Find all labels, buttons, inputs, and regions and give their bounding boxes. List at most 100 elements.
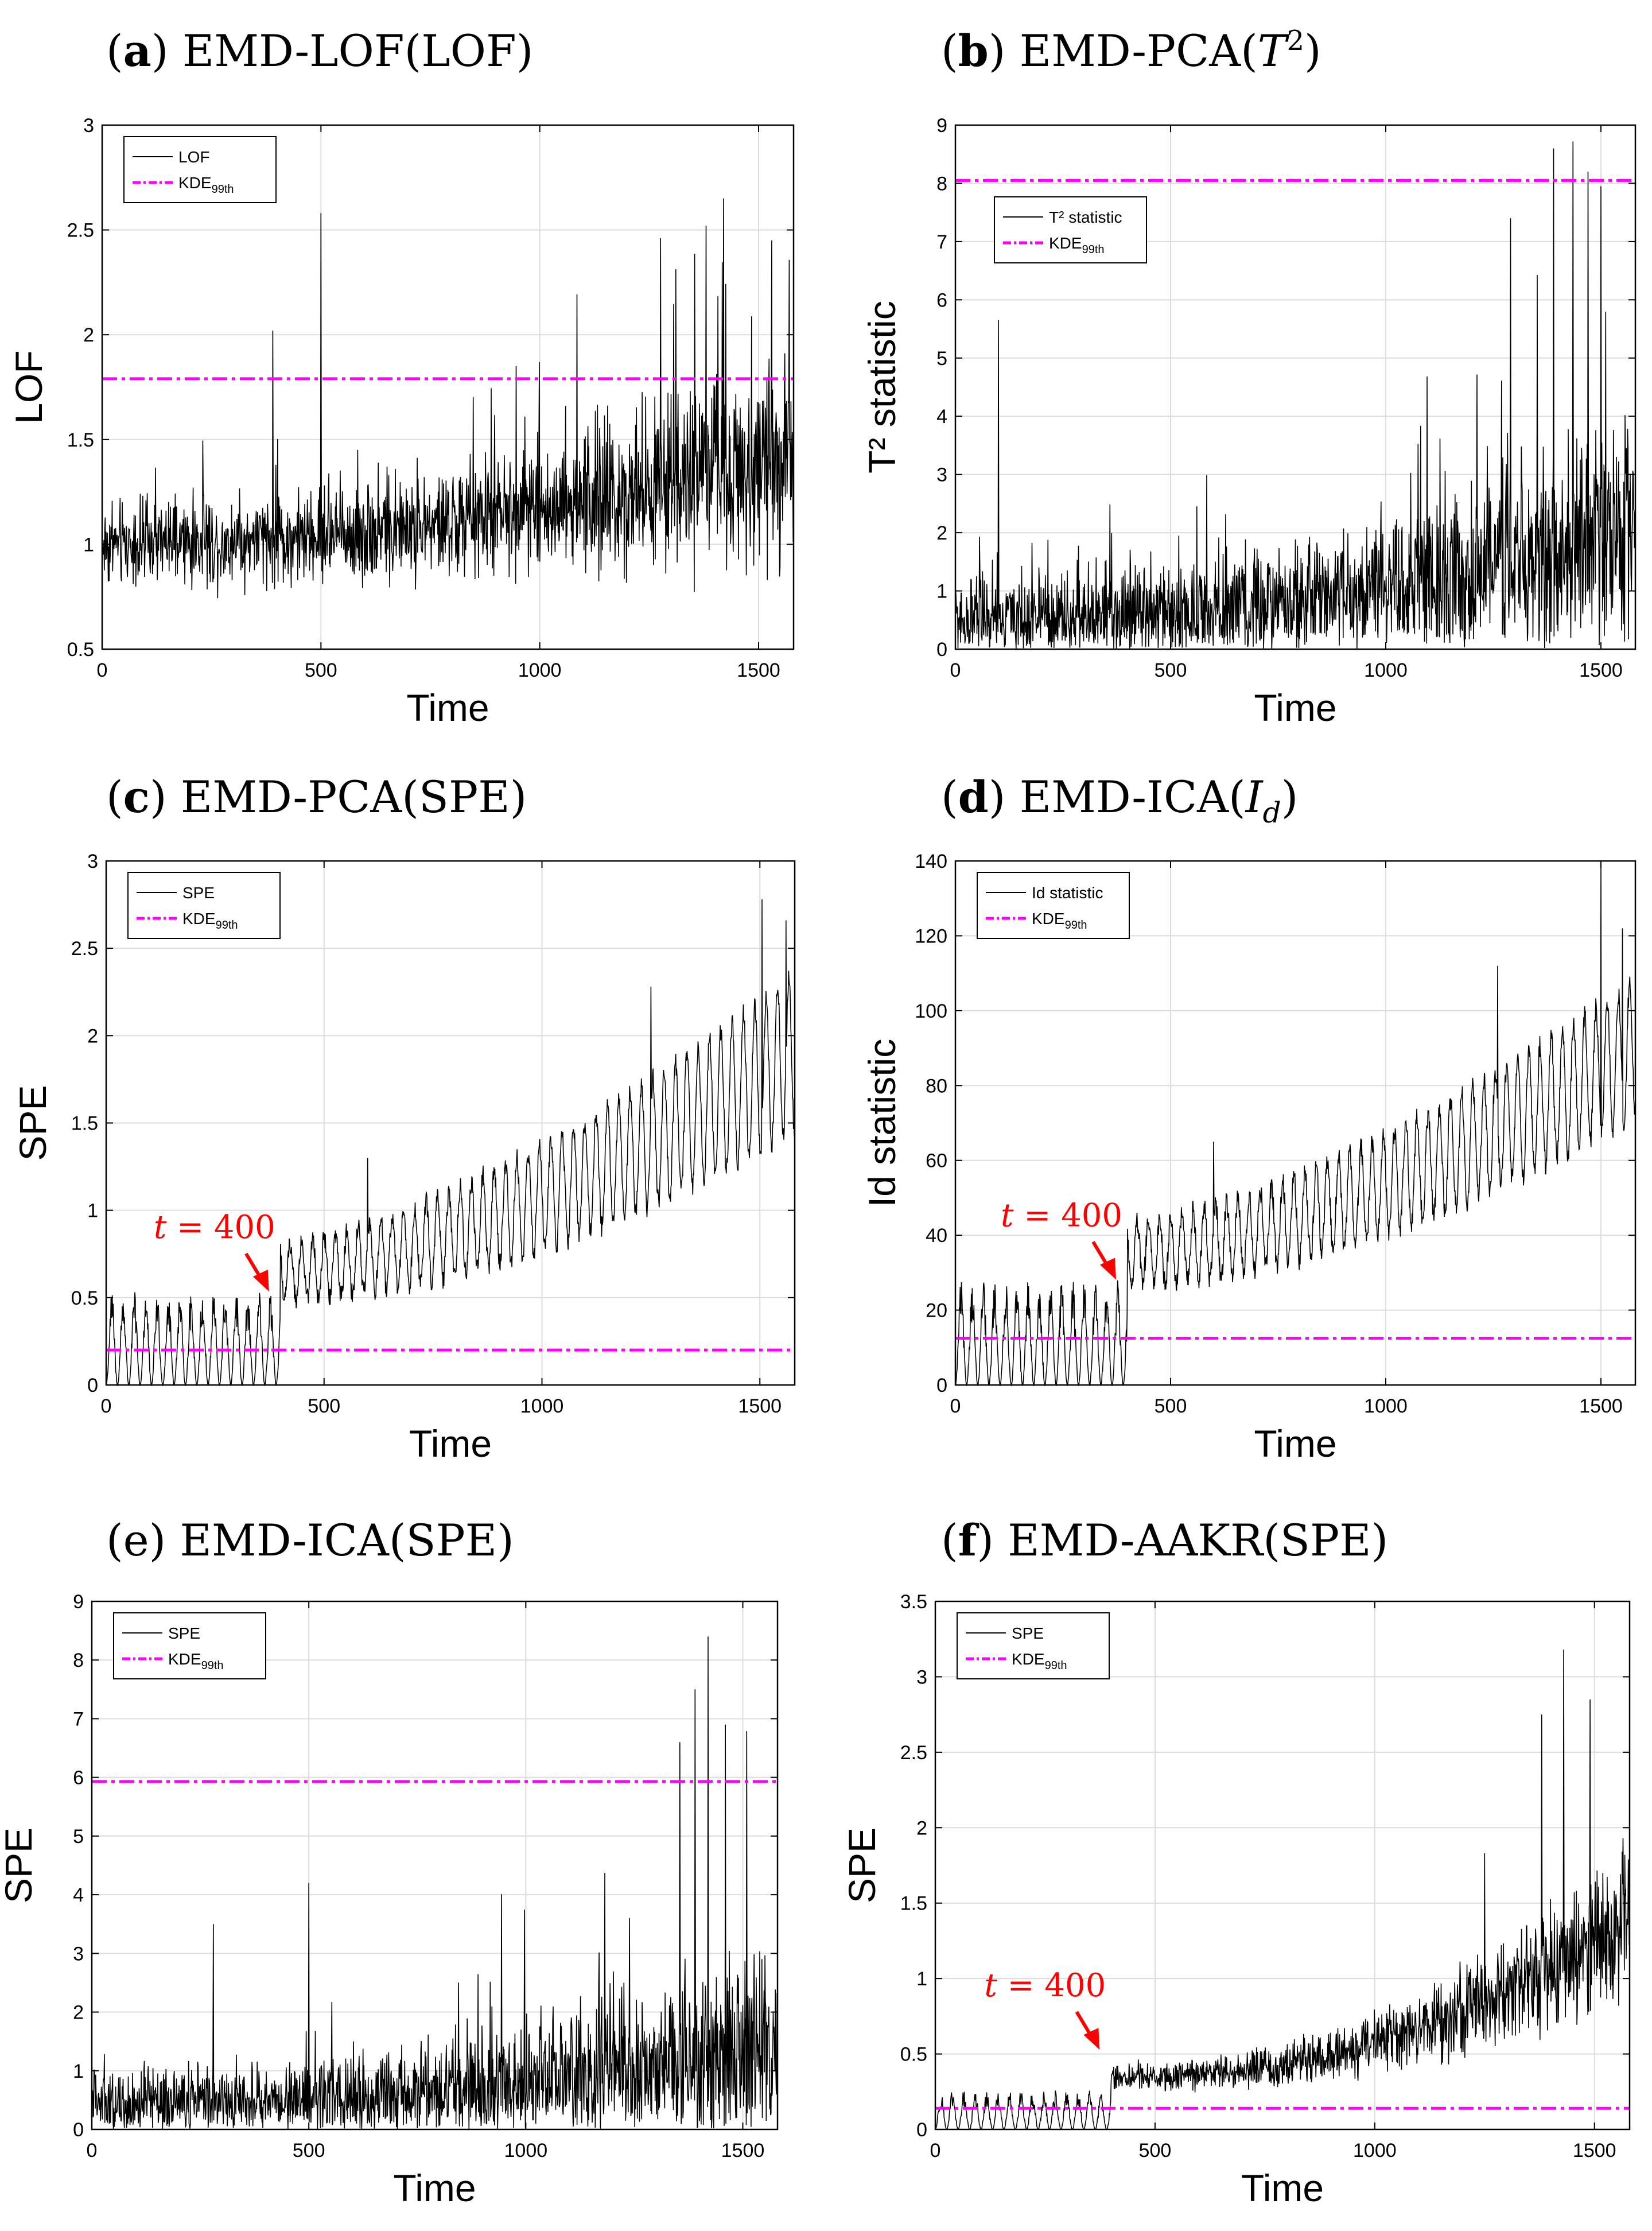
legend-series-label: T² statistic bbox=[1049, 208, 1122, 226]
legend-b: T² statistic KDE99th bbox=[994, 196, 1147, 263]
panel-title-e: (e) EMD-ICA(SPE) bbox=[106, 1515, 514, 1566]
x-tick-label: 1500 bbox=[738, 1395, 782, 1417]
x-tick-label: 0 bbox=[950, 659, 961, 681]
annotation-arrow-head bbox=[252, 1270, 269, 1292]
plot-frame bbox=[91, 1600, 779, 2131]
panel-title-b: (b) EMD-PCA(T2) bbox=[941, 25, 1321, 76]
x-tick-label: 1500 bbox=[1579, 659, 1623, 681]
annotation-arrow-head bbox=[1100, 1258, 1116, 1280]
series-line-a bbox=[102, 198, 794, 599]
x-tick-label: 1000 bbox=[504, 2140, 548, 2162]
y-tick-label: 2 bbox=[73, 2002, 84, 2024]
y-tick-label: 9 bbox=[73, 1591, 84, 1613]
series-line-c bbox=[106, 899, 795, 1387]
y-tick-label: 1.5 bbox=[71, 1113, 98, 1135]
x-tick-label: 1000 bbox=[1364, 1395, 1408, 1417]
legend-e: SPE KDE99th bbox=[113, 1612, 266, 1679]
x-axis-label: Time bbox=[1254, 1422, 1336, 1465]
y-tick-label: 1 bbox=[83, 534, 94, 556]
y-tick-label: 2.5 bbox=[900, 1742, 927, 1764]
y-tick-label: 2.5 bbox=[71, 938, 98, 960]
x-tick-label: 500 bbox=[1155, 1395, 1187, 1417]
x-tick-label: 0 bbox=[97, 659, 108, 681]
legend-threshold-label: KDE99th bbox=[182, 910, 238, 932]
legend-threshold-label: KDE99th bbox=[178, 174, 234, 196]
x-tick-label: 1500 bbox=[721, 2140, 765, 2162]
legend-series-label: SPE bbox=[168, 1624, 200, 1642]
series-line-d bbox=[955, 864, 1636, 1387]
legend-d: Id statistic KDE99th bbox=[977, 872, 1130, 939]
plot-frame bbox=[934, 1600, 1631, 2131]
legend-threshold-label: KDE99th bbox=[1012, 1650, 1067, 1672]
y-tick-label: 0.5 bbox=[67, 639, 94, 661]
y-tick-label: 2 bbox=[916, 1817, 927, 1839]
x-tick-label: 500 bbox=[293, 2140, 325, 2162]
legend-series-label: Id statistic bbox=[1032, 884, 1103, 902]
x-tick-label: 1000 bbox=[518, 659, 562, 681]
x-tick-label: 0 bbox=[950, 1395, 961, 1417]
y-tick-label: 1.5 bbox=[900, 1893, 927, 1915]
panel-title-d: (d) EMD-ICA(Id) bbox=[941, 771, 1298, 829]
x-tick-label: 500 bbox=[308, 1395, 340, 1417]
y-tick-label: 140 bbox=[915, 851, 947, 872]
legend-box bbox=[127, 872, 281, 939]
y-tick-label: 5 bbox=[73, 1826, 84, 1848]
y-axis-label: SPE bbox=[11, 1085, 54, 1161]
y-tick-label: 3 bbox=[87, 851, 98, 872]
legend-threshold-label: KDE99th bbox=[168, 1650, 224, 1672]
x-tick-label: 1000 bbox=[1353, 2140, 1397, 2162]
panel-a: (a) EMD-LOF(LOF) 0 500 1000 1500 0.5 1 1.5 2 2.5 3… bbox=[7, 25, 795, 729]
y-tick-label: 0 bbox=[87, 1375, 98, 1396]
x-axis-label: Time bbox=[406, 686, 489, 729]
x-axis-label: Time bbox=[1241, 2167, 1324, 2209]
y-tick-label: 5 bbox=[936, 348, 947, 370]
y-tick-label: 0.5 bbox=[71, 1287, 98, 1309]
y-tick-label: 0 bbox=[936, 639, 947, 661]
y-tick-label: 0 bbox=[916, 2119, 927, 2141]
y-tick-label: 2 bbox=[936, 522, 947, 544]
panel-d: (d) EMD-ICA(Id) 0 500 1000 1500 0 20 40 60 80 100 1… bbox=[861, 771, 1637, 1465]
y-tick-label: 6 bbox=[936, 289, 947, 311]
y-tick-label: 6 bbox=[73, 1767, 84, 1789]
panel-f: (f) EMD-AAKR(SPE) 0 500 1000 1500 0 0.5 1 1.5 2 2.… bbox=[841, 1515, 1631, 2209]
legend-box bbox=[957, 1612, 1110, 1679]
y-tick-label: 2.5 bbox=[67, 220, 94, 242]
legend-a: LOF KDE99th bbox=[123, 136, 277, 203]
y-tick-label: 0 bbox=[936, 1375, 947, 1396]
y-tick-label: 3 bbox=[83, 115, 94, 137]
y-tick-label: 7 bbox=[73, 1708, 84, 1730]
panel-title-c: (c) EMD-PCA(SPE) bbox=[106, 771, 527, 822]
y-tick-label: 9 bbox=[936, 115, 947, 137]
y-tick-label: 1 bbox=[936, 581, 947, 603]
y-tick-label: 4 bbox=[936, 406, 947, 428]
x-axis-label: Time bbox=[1254, 686, 1336, 729]
legend-f: SPE KDE99th bbox=[957, 1612, 1110, 1679]
y-axis-label: LOF bbox=[7, 350, 50, 424]
y-tick-label: 1 bbox=[73, 2061, 84, 2082]
x-tick-label: 1500 bbox=[1579, 1395, 1623, 1417]
x-tick-label: 1000 bbox=[1364, 659, 1408, 681]
y-tick-label: 0 bbox=[73, 2119, 84, 2141]
plot-frame bbox=[954, 124, 1637, 650]
y-tick-label: 8 bbox=[936, 173, 947, 195]
plot-frame bbox=[101, 124, 795, 650]
x-axis-label: Time bbox=[393, 2167, 476, 2209]
y-axis-label: Id statistic bbox=[861, 1039, 903, 1207]
panel-c: (c) EMD-PCA(SPE) 0 500 1000 1500 0 0.5 1 1.5 2 2.5… bbox=[11, 771, 796, 1465]
annotation-arrow-head bbox=[1083, 2028, 1100, 2050]
x-tick-label: 1500 bbox=[1573, 2140, 1616, 2162]
annotation-text-d: t = 400 bbox=[1001, 1197, 1122, 1234]
y-tick-label: 120 bbox=[915, 925, 947, 947]
y-tick-label: 40 bbox=[926, 1225, 947, 1247]
x-tick-label: 0 bbox=[101, 1395, 112, 1417]
panel-e: (e) EMD-ICA(SPE) 0 500 1000 1500 0 1 2 3 4 5 6 7 8 9 Ti… bbox=[0, 1515, 779, 2209]
legend-box bbox=[977, 872, 1130, 939]
y-tick-label: 0.5 bbox=[900, 2044, 927, 2066]
x-tick-label: 500 bbox=[1139, 2140, 1172, 2162]
series-line-e bbox=[91, 1636, 778, 2129]
y-tick-label: 3.5 bbox=[900, 1591, 927, 1613]
y-tick-label: 1 bbox=[916, 1968, 927, 1990]
y-tick-label: 2 bbox=[87, 1025, 98, 1047]
y-axis-label: T² statistic bbox=[861, 301, 903, 474]
